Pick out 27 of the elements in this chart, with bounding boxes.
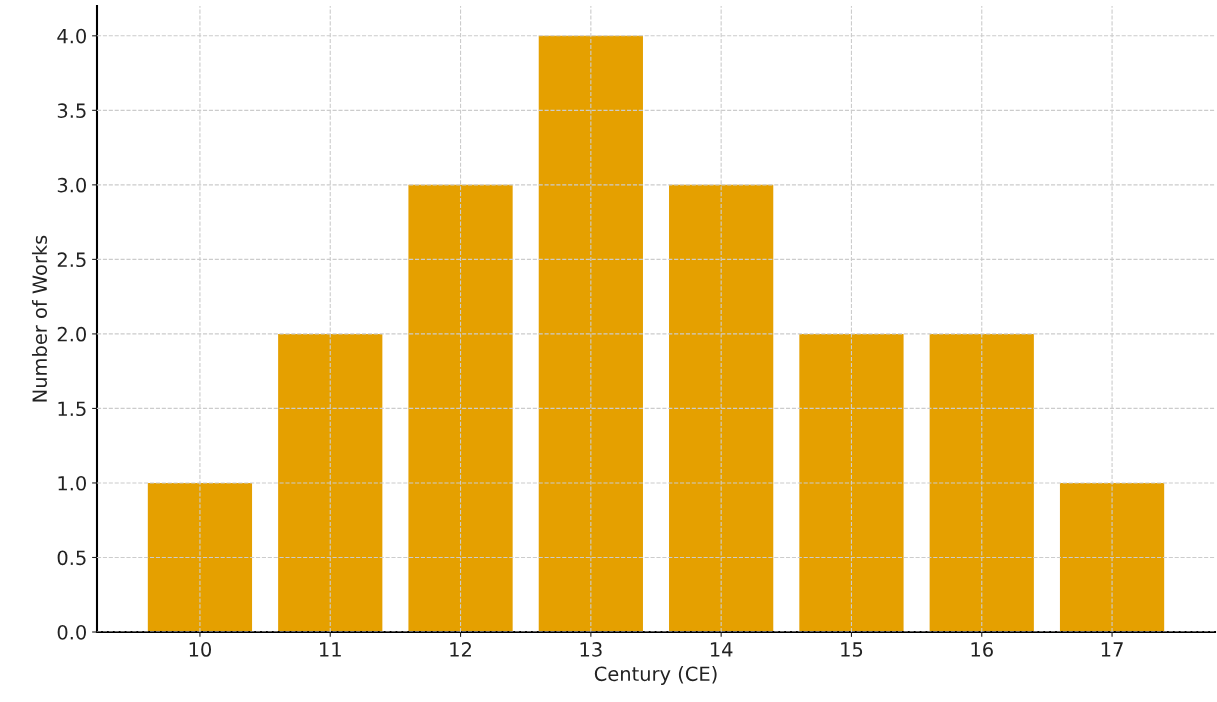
bar	[408, 184, 513, 632]
y-tick-label: 3.5	[57, 103, 86, 118]
x-tick-label: 15	[841, 642, 863, 657]
y-tick-label: 2.5	[57, 252, 86, 268]
bar	[669, 184, 774, 632]
y-tick-label: 1.0	[58, 475, 86, 491]
bar	[929, 333, 1034, 632]
y-tick-label: 0.5	[57, 550, 86, 566]
x-tick-label: 17	[1101, 642, 1123, 657]
x-tick-label: 12	[450, 642, 471, 657]
bar	[278, 333, 383, 632]
x-tick-label: 13	[580, 642, 602, 657]
y-tick-label: 1.5	[58, 401, 86, 417]
y-tick-label: 3.0	[57, 177, 86, 193]
y-tick-label: 0.0	[57, 624, 86, 640]
y-tick-label: 2.0	[57, 326, 86, 342]
y-axis-title: Number of Works	[31, 235, 48, 402]
bar	[538, 35, 643, 632]
bar	[1059, 482, 1165, 632]
x-tick-label: 10	[189, 642, 212, 657]
bar	[799, 333, 904, 632]
x-axis-title: Century (CE)	[594, 666, 717, 685]
y-tick-label: 4.0	[57, 28, 86, 44]
x-tick-label: 11	[320, 642, 341, 657]
x-tick-label: 16	[971, 642, 993, 657]
bar	[147, 482, 253, 632]
x-tick-label: 14	[710, 642, 733, 657]
